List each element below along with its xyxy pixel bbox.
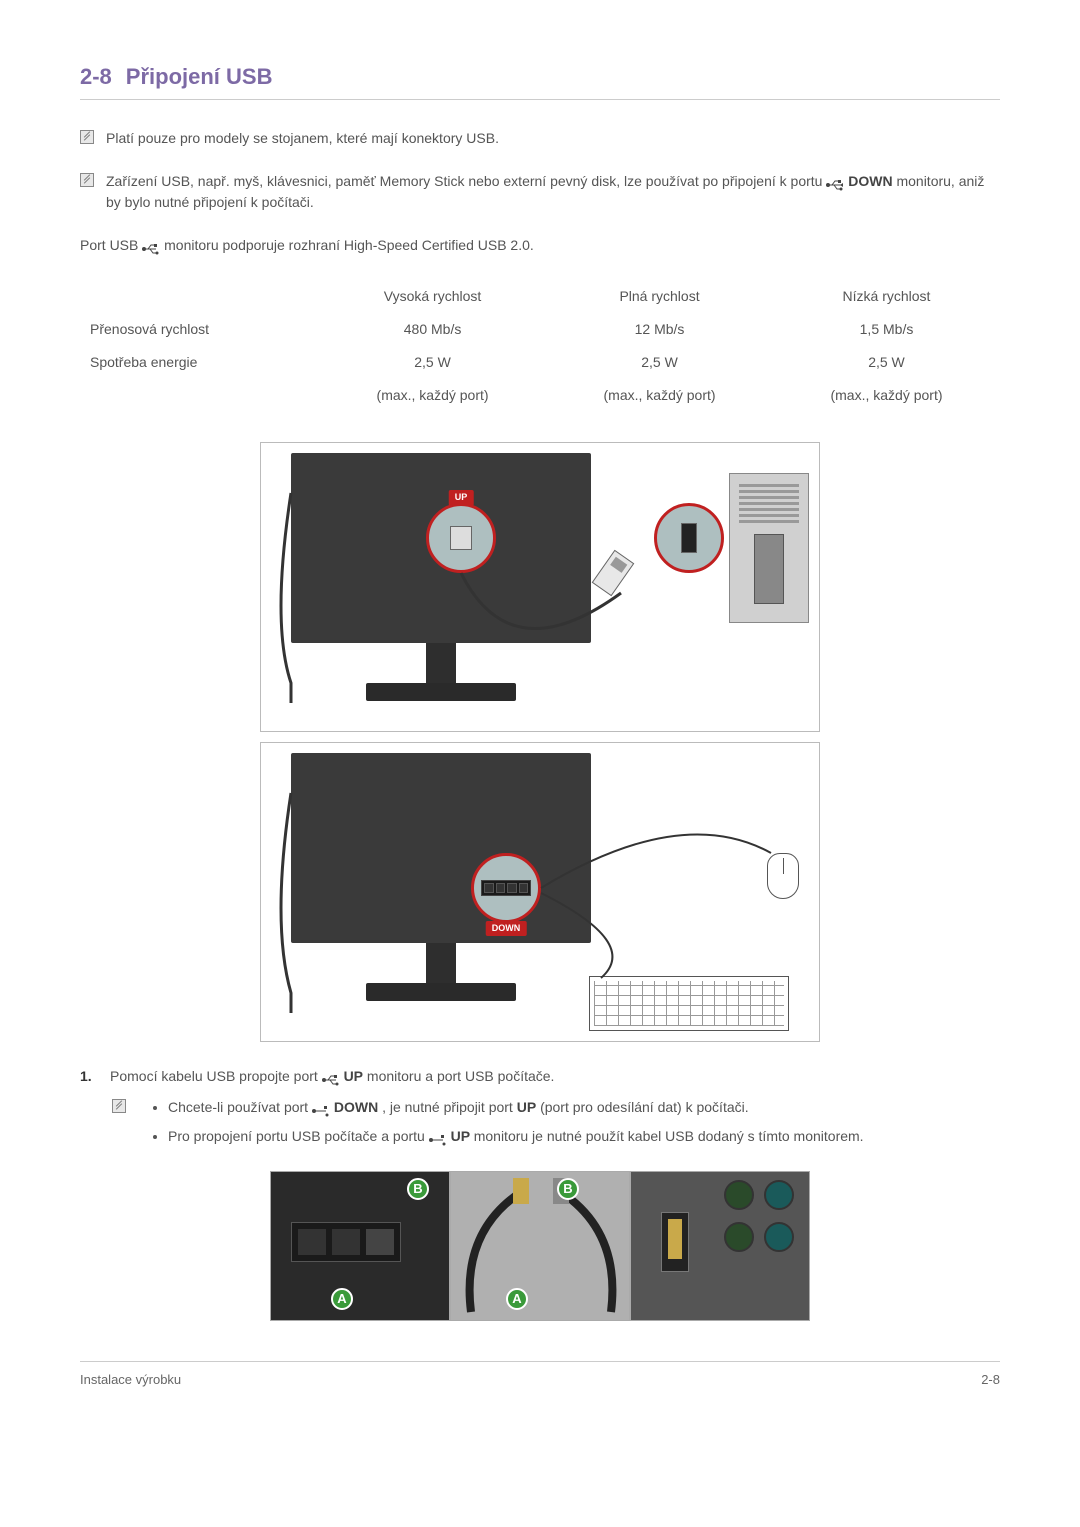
body-p1-pre: Port USB — [80, 237, 142, 253]
b1-pre: Chcete-li používat port — [168, 1099, 312, 1115]
body-p1-post: monitoru podporuje rozhraní High-Speed C… — [164, 237, 534, 253]
note-icon — [80, 173, 94, 187]
badge-a: A — [331, 1288, 353, 1310]
badge-a: A — [506, 1288, 528, 1310]
b1-bold1: DOWN — [334, 1099, 378, 1115]
monitor-base — [366, 983, 516, 1001]
step1-post: monitoru a port USB počítače. — [367, 1068, 555, 1084]
note-block-1: Platí pouze pro modely se stojanem, kter… — [80, 128, 1000, 155]
cell: 12 Mb/s — [546, 313, 773, 346]
footer-left: Instalace výrobku — [80, 1370, 181, 1390]
callout-up: UP — [426, 503, 496, 573]
diagram-area: UP DOWN — [80, 442, 1000, 1042]
table-header-0 — [80, 280, 319, 313]
badge-a-text2: A — [512, 1289, 521, 1309]
note-2-bold: DOWN — [848, 173, 892, 189]
note-2-para: Zařízení USB, např. myš, klávesnici, pam… — [106, 171, 1000, 213]
mouse-icon — [767, 853, 799, 899]
spec-table: Vysoká rychlost Plná rychlost Nízká rych… — [80, 280, 1000, 412]
body-paragraph: Port USB monitoru podporuje rozhraní Hig… — [80, 235, 1000, 256]
usb-icon — [826, 176, 844, 188]
usb-port-b-icon — [450, 526, 472, 550]
pc-usb-port-icon — [681, 523, 697, 553]
keyboard-icon — [589, 976, 789, 1031]
note-1-text: Platí pouze pro modely se stojanem, kter… — [106, 128, 499, 149]
step-list: 1. Pomocí kabelu USB propojte port UP mo… — [80, 1066, 1000, 1155]
usb-icon — [312, 1102, 330, 1114]
b1-post: (port pro odesílání dat) k počítači. — [540, 1099, 749, 1115]
page-footer: Instalace výrobku 2-8 — [80, 1361, 1000, 1390]
heading-number: 2-8 — [80, 64, 112, 89]
b2-pre: Pro propojení portu USB počítače a portu — [168, 1128, 429, 1144]
row-label: Spotřeba energie — [80, 346, 319, 379]
diagram-up: UP — [260, 442, 820, 732]
diagram-down: DOWN — [260, 742, 820, 1042]
table-header-row: Vysoká rychlost Plná rychlost Nízká rych… — [80, 280, 1000, 313]
table-header-3: Nízká rychlost — [773, 280, 1000, 313]
step-number: 1. — [80, 1066, 100, 1087]
b1-bold2: UP — [517, 1099, 536, 1115]
table-row: Spotřeba energie 2,5 W 2,5 W 2,5 W — [80, 346, 1000, 379]
callout-up-label: UP — [449, 490, 474, 506]
cell: 2,5 W — [546, 346, 773, 379]
step-1: 1. Pomocí kabelu USB propojte port UP mo… — [80, 1066, 1000, 1087]
cell: (max., každý port) — [546, 379, 773, 412]
sub-bullet-2: Pro propojení portu USB počítače a portu… — [168, 1126, 864, 1147]
cell: 480 Mb/s — [319, 313, 546, 346]
note-block-2: Zařízení USB, např. myš, klávesnici, pam… — [80, 171, 1000, 219]
usb-icon — [429, 1131, 447, 1143]
step-1-text: Pomocí kabelu USB propojte port UP monit… — [110, 1066, 554, 1087]
table-row: (max., každý port) (max., každý port) (m… — [80, 379, 1000, 412]
section-heading: 2-8 Připojení USB — [80, 60, 1000, 100]
monitor-neck — [426, 643, 456, 683]
monitor-neck — [426, 943, 456, 983]
row-label — [80, 379, 319, 412]
row-label: Přenosová rychlost — [80, 313, 319, 346]
b1-mid: , je nutné připojit port — [382, 1099, 517, 1115]
callout-pc — [654, 503, 724, 573]
sub-note-block: Chcete-li používat port DOWN , je nutné … — [112, 1097, 1000, 1155]
monitor-back — [291, 753, 591, 943]
monitor-base — [366, 683, 516, 701]
photo-cell-1: A B — [270, 1171, 450, 1321]
note-text-2: Zařízení USB, např. myš, klávesnici, pam… — [106, 171, 1000, 219]
table-header-1: Vysoká rychlost — [319, 280, 546, 313]
note-icon — [112, 1099, 126, 1113]
b2-bold: UP — [451, 1128, 474, 1144]
usb-icon — [322, 1071, 340, 1083]
cell: (max., každý port) — [319, 379, 546, 412]
badge-b-text2: B — [563, 1179, 572, 1199]
cell: 2,5 W — [773, 346, 1000, 379]
note-text-1: Platí pouze pro modely se stojanem, kter… — [106, 128, 499, 155]
usb-down-ports-icon — [481, 880, 531, 896]
usb-icon — [142, 240, 160, 252]
table-header-2: Plná rychlost — [546, 280, 773, 313]
pc-tower-icon — [729, 473, 809, 623]
photo-cell-2: A B — [450, 1171, 630, 1321]
heading-text: 2-8 Připojení USB — [80, 60, 1000, 93]
badge-b: B — [557, 1178, 579, 1200]
photo-strip: A B A B — [80, 1171, 1000, 1321]
cell: 1,5 Mb/s — [773, 313, 1000, 346]
step1-pre: Pomocí kabelu USB propojte port — [110, 1068, 322, 1084]
b2-post: monitoru je nutné použít kabel USB dodan… — [474, 1128, 864, 1144]
sub-bullet-1: Chcete-li používat port DOWN , je nutné … — [168, 1097, 864, 1118]
badge-b-text: B — [413, 1179, 422, 1199]
step1-bold: UP — [344, 1068, 363, 1084]
callout-down: DOWN — [471, 853, 541, 923]
badge-a-text: A — [337, 1289, 346, 1309]
photo-cell-3 — [630, 1171, 810, 1321]
footer-right: 2-8 — [981, 1370, 1000, 1390]
badge-b: B — [407, 1178, 429, 1200]
note-icon — [80, 130, 94, 144]
callout-down-label: DOWN — [486, 921, 527, 937]
note-2-pre: Zařízení USB, např. myš, klávesnici, pam… — [106, 173, 826, 189]
sub-bullets: Chcete-li používat port DOWN , je nutné … — [168, 1097, 864, 1155]
table-row: Přenosová rychlost 480 Mb/s 12 Mb/s 1,5 … — [80, 313, 1000, 346]
cell: (max., každý port) — [773, 379, 1000, 412]
heading-title: Připojení USB — [126, 64, 273, 89]
cell: 2,5 W — [319, 346, 546, 379]
